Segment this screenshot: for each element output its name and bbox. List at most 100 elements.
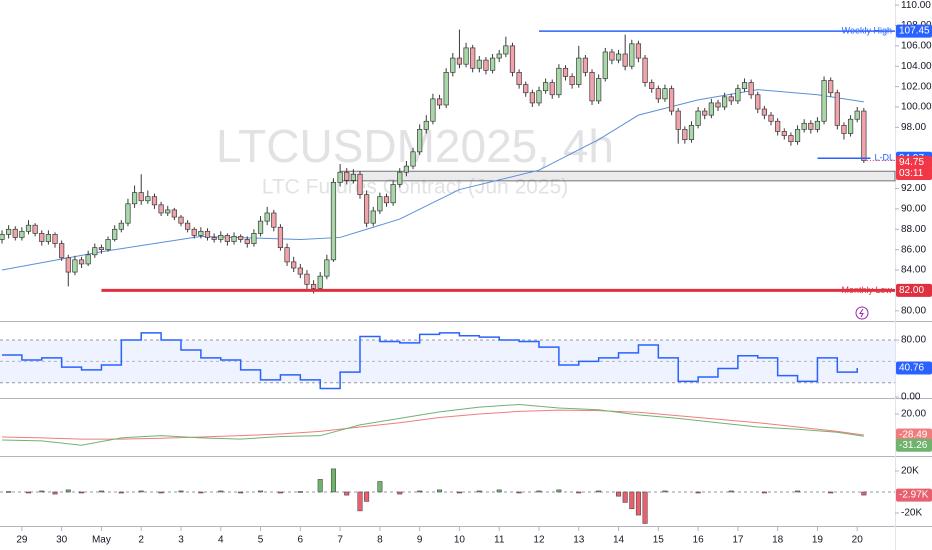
histogram-bar — [437, 489, 443, 493]
candle-body — [649, 82, 655, 90]
candle-body — [224, 235, 231, 242]
candle-body — [755, 94, 761, 110]
candle-body — [761, 108, 768, 116]
candle-body — [98, 247, 105, 251]
candle-body — [238, 236, 244, 240]
y-tick-label: 98.00 — [901, 122, 926, 133]
alert-icon[interactable] — [855, 306, 869, 320]
candle-body — [543, 82, 549, 92]
y-tick-label: 90.00 — [901, 204, 926, 215]
y-tick-label: 84.00 — [901, 265, 926, 276]
candle-body — [291, 261, 297, 269]
candle-body — [39, 233, 45, 242]
indicator-value-tag-box — [896, 438, 932, 452]
candle-body — [861, 110, 867, 161]
candle-body — [615, 53, 622, 61]
candle-body — [503, 45, 509, 55]
candle-body — [748, 82, 754, 96]
alert-icon-bolt[interactable] — [859, 308, 864, 318]
countdown-tag-text: 03:11 — [899, 168, 924, 179]
candle-body — [715, 102, 721, 108]
histogram-bar — [728, 490, 734, 493]
candle-body — [821, 80, 827, 122]
indicator-line — [1, 403, 864, 446]
level-name: Weekly High — [842, 25, 892, 35]
x-tick-label: 10 — [454, 535, 466, 546]
y-tick-label: 100.00 — [901, 102, 932, 113]
candle-body — [264, 212, 270, 222]
indicator-line — [1, 332, 858, 390]
histogram-bar — [397, 491, 403, 495]
candle-body — [198, 230, 204, 236]
candle-body — [304, 273, 310, 285]
candle-body — [271, 212, 277, 228]
last-price-tag-box — [896, 156, 932, 169]
y-tick-label: 102.00 — [901, 81, 932, 92]
candle-body — [775, 120, 781, 132]
candle-body — [688, 124, 695, 140]
candle-body — [629, 43, 635, 67]
candle-body — [138, 192, 144, 202]
candle-body — [589, 72, 595, 102]
histogram-bar — [642, 491, 648, 524]
candle-body — [297, 267, 303, 275]
candle-body — [728, 96, 734, 102]
candle-body — [0, 234, 5, 240]
alert-icon-circle[interactable] — [855, 306, 869, 320]
candle-body — [642, 57, 648, 83]
candle-body — [556, 67, 562, 96]
candle-body — [430, 98, 436, 122]
y-tick-label: 104.00 — [901, 61, 932, 72]
candle-body — [423, 120, 429, 130]
candle-body — [370, 210, 376, 224]
candle-body — [655, 88, 661, 100]
candle-body — [768, 114, 774, 122]
x-tick-label: 20 — [852, 535, 864, 546]
x-tick-label: 2 — [138, 535, 144, 546]
candle-body — [536, 90, 542, 104]
candle-body — [496, 53, 502, 59]
candle-body — [330, 182, 337, 261]
x-tick-label: 12 — [533, 535, 545, 546]
candle-body — [662, 88, 668, 100]
candle-body — [417, 129, 423, 153]
candle-body — [808, 122, 814, 130]
histogram-bar — [828, 491, 834, 494]
candle-body — [59, 243, 65, 259]
candle-body — [609, 51, 615, 61]
candle-body — [231, 236, 237, 242]
candle-body — [463, 47, 469, 65]
x-tick-label: 4 — [218, 535, 224, 546]
candle-body — [529, 92, 535, 104]
histogram-bar — [629, 491, 635, 510]
x-tick-label: 13 — [573, 535, 585, 546]
candle-body — [695, 110, 701, 126]
x-tick-label: 29 — [16, 535, 28, 546]
candle-body — [722, 96, 728, 108]
indicator-value-tag-text: -31.26 — [899, 440, 928, 451]
histogram-bar — [364, 491, 370, 502]
candle-body — [483, 59, 489, 71]
candle-body — [801, 122, 807, 130]
candle-body — [708, 102, 714, 116]
x-tick-label: 5 — [258, 535, 264, 546]
x-tick-label: 7 — [337, 535, 343, 546]
x-tick-label: 9 — [417, 535, 423, 546]
candle-body — [165, 209, 171, 214]
candle-body — [19, 230, 25, 238]
candle-body — [277, 226, 284, 248]
candle-body — [85, 254, 91, 265]
candle-body — [456, 57, 463, 65]
level-name: L-DL — [874, 153, 894, 163]
x-tick-label: 8 — [377, 535, 383, 546]
histogram-bar — [317, 479, 323, 493]
histogram-bar — [761, 491, 767, 494]
histogram-bar — [861, 491, 867, 496]
candle-body — [781, 131, 787, 136]
candle-body — [814, 120, 821, 130]
histogram-bar — [238, 491, 244, 494]
histogram-bar — [39, 490, 45, 493]
candle-body — [251, 233, 257, 244]
candle-body — [549, 82, 555, 96]
